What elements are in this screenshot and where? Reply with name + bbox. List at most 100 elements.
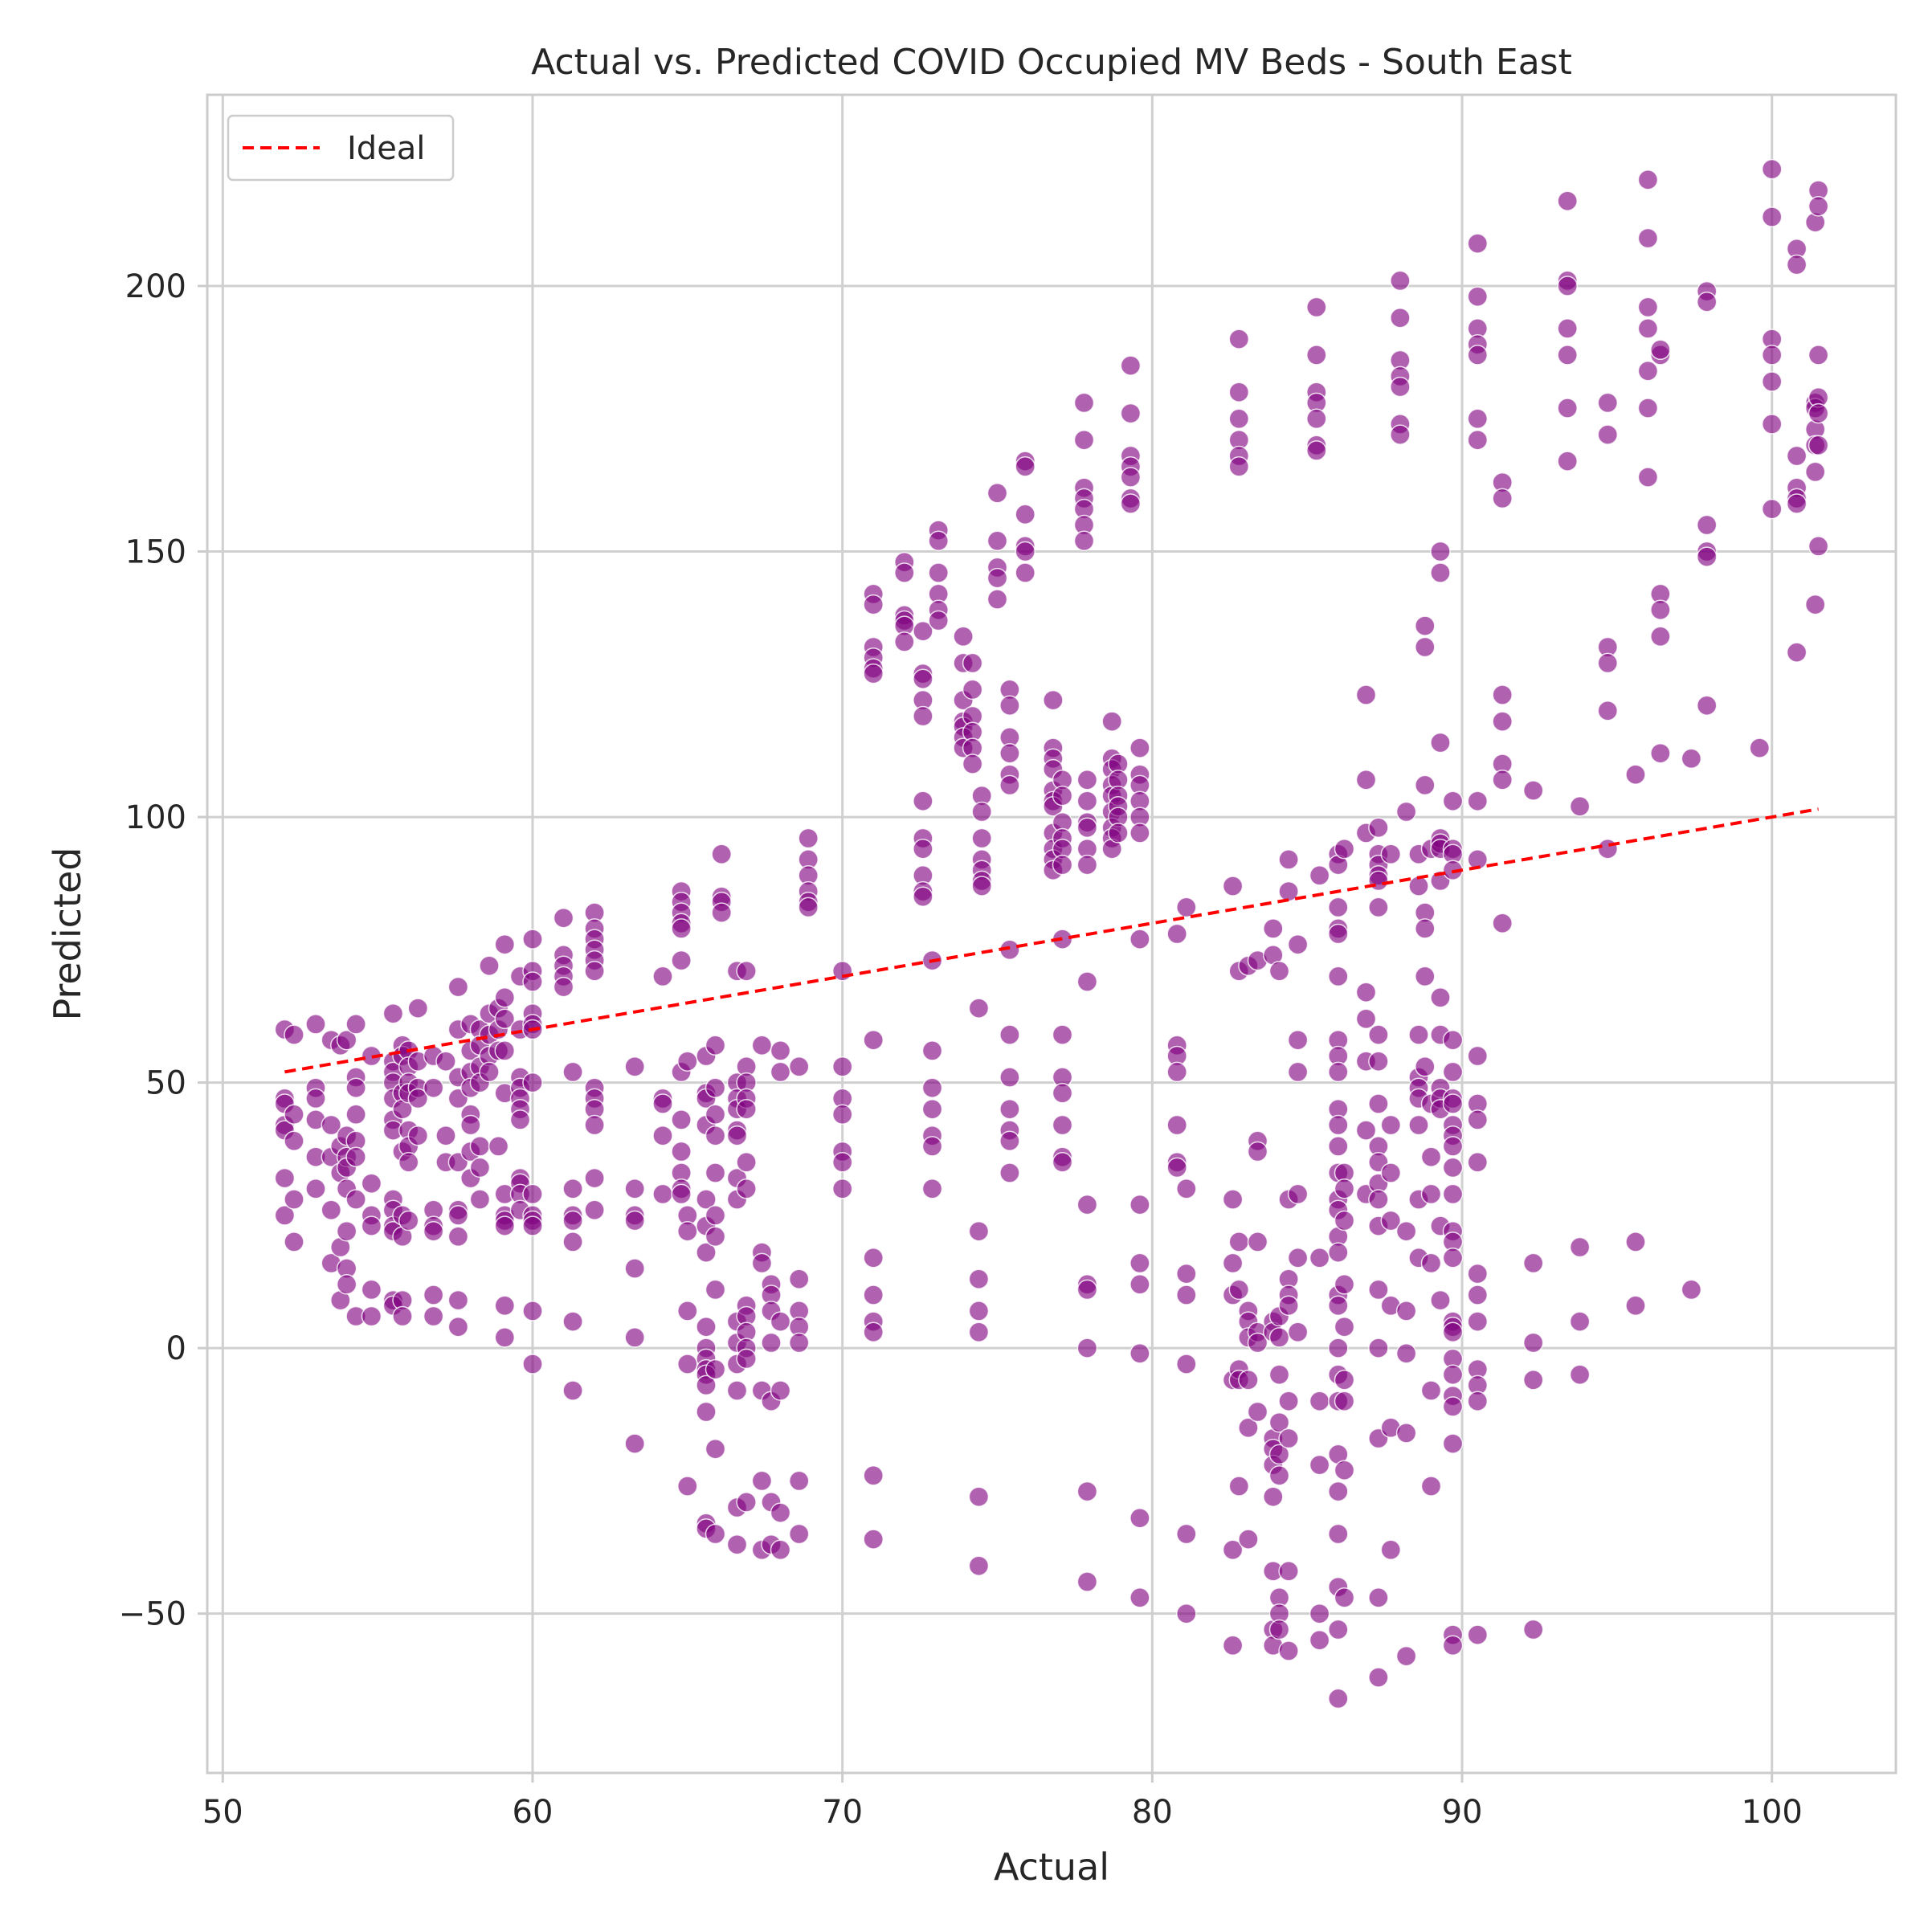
scatter-point: [1395, 1343, 1417, 1364]
scatter-point: [1808, 402, 1829, 424]
scatter-point: [1637, 361, 1659, 382]
scatter-point: [1052, 1024, 1073, 1045]
scatter-point: [494, 933, 516, 955]
scatter-point: [652, 966, 673, 987]
scatter-point: [1334, 838, 1355, 860]
scatter-point: [494, 1008, 516, 1030]
scatter-point: [479, 1061, 500, 1083]
scatter-point: [913, 668, 933, 689]
scatter-point: [788, 1332, 810, 1354]
scatter-point: [1808, 196, 1829, 217]
scatter-point: [435, 1125, 456, 1146]
scatter-point: [447, 1226, 469, 1248]
scatter-point: [435, 1051, 456, 1072]
scatter-point: [1076, 1571, 1098, 1592]
scatter-point: [522, 929, 543, 950]
scatter-point: [831, 1104, 853, 1125]
scatter-point: [1597, 392, 1619, 414]
scatter-point: [553, 907, 574, 929]
scatter-point: [1306, 440, 1327, 461]
scatter-point: [1268, 1444, 1290, 1465]
scatter-point: [584, 1167, 605, 1189]
scatter-point: [1222, 876, 1244, 897]
scatter-point: [1278, 849, 1299, 870]
scatter-point: [1380, 1162, 1402, 1183]
scatter-point: [962, 679, 983, 701]
scatter-point: [705, 1358, 726, 1380]
scatter-point: [1166, 1114, 1187, 1136]
scatter-point: [1420, 1183, 1442, 1205]
scatter-point: [1467, 1045, 1489, 1067]
scatter-point: [1129, 1507, 1150, 1529]
scatter-point: [968, 1555, 990, 1576]
scatter-point: [705, 1104, 726, 1125]
scatter-point: [1420, 1146, 1442, 1167]
scatter-point: [1306, 345, 1327, 366]
scatter-point: [522, 1183, 543, 1205]
scatter-point: [913, 790, 933, 811]
scatter-point: [1328, 1114, 1349, 1136]
scatter-point: [447, 1205, 469, 1226]
scatter-point: [921, 1077, 943, 1098]
scatter-point: [562, 1061, 583, 1083]
scatter-point: [1309, 1248, 1330, 1268]
scatter-point: [921, 1178, 943, 1199]
scatter-point: [361, 1215, 382, 1236]
scatter-point: [1278, 1391, 1299, 1411]
scatter-point: [705, 1523, 726, 1545]
scatter-point: [1442, 1029, 1464, 1051]
legend-box: [227, 114, 455, 182]
scatter-point: [1442, 1136, 1464, 1157]
scatter-point: [1569, 1311, 1591, 1332]
scatter-point: [788, 1470, 810, 1492]
scatter-point: [1073, 429, 1095, 451]
scatter-point: [1442, 1321, 1464, 1343]
scatter-point: [913, 886, 933, 907]
scatter-point: [1420, 1476, 1442, 1497]
scatter-point: [736, 961, 757, 982]
scatter-point: [953, 626, 974, 647]
scatter-point: [1442, 1157, 1464, 1178]
scatter-point: [928, 562, 949, 583]
scatter-point: [1076, 1279, 1098, 1301]
scatter-point: [1101, 711, 1122, 732]
scatter-point: [1442, 1061, 1464, 1083]
scatter-point: [1761, 345, 1783, 366]
scatter-point: [968, 998, 990, 1019]
legend: Ideal: [227, 114, 455, 182]
scatter-point: [999, 1067, 1020, 1088]
scatter-point: [1076, 854, 1098, 876]
scatter-point: [788, 1056, 810, 1077]
scatter-point: [696, 1189, 717, 1210]
scatter-point: [1597, 424, 1619, 445]
scatter-point: [671, 1141, 692, 1162]
scatter-point: [1328, 897, 1349, 918]
scatter-point: [1597, 701, 1619, 721]
scatter-point: [1176, 1285, 1197, 1305]
scatter-point: [1278, 1428, 1299, 1449]
scatter-point: [494, 1215, 516, 1236]
scatter-point: [1637, 227, 1659, 249]
scatter-point: [321, 1114, 342, 1136]
scatter-point: [1238, 1417, 1259, 1439]
scatter-point: [336, 1220, 357, 1242]
scatter-point: [1328, 966, 1349, 987]
scatter-point: [1328, 1242, 1349, 1263]
scatter-point: [726, 1125, 748, 1146]
scatter-point: [522, 1354, 543, 1374]
scatter-point: [1334, 1316, 1355, 1338]
scatter-point: [1287, 1183, 1309, 1205]
scatter-point: [1467, 1311, 1489, 1332]
scatter-point: [423, 1305, 444, 1327]
scatter-point: [1076, 817, 1098, 839]
scatter-point: [1430, 541, 1451, 562]
scatter-point: [423, 1220, 444, 1242]
scatter-point: [1569, 796, 1591, 817]
scatter-point: [1650, 626, 1671, 647]
scatter-point: [770, 1040, 791, 1061]
scatter-point: [1076, 1481, 1098, 1502]
scatter-point: [999, 695, 1020, 716]
scatter-point: [705, 1438, 726, 1460]
